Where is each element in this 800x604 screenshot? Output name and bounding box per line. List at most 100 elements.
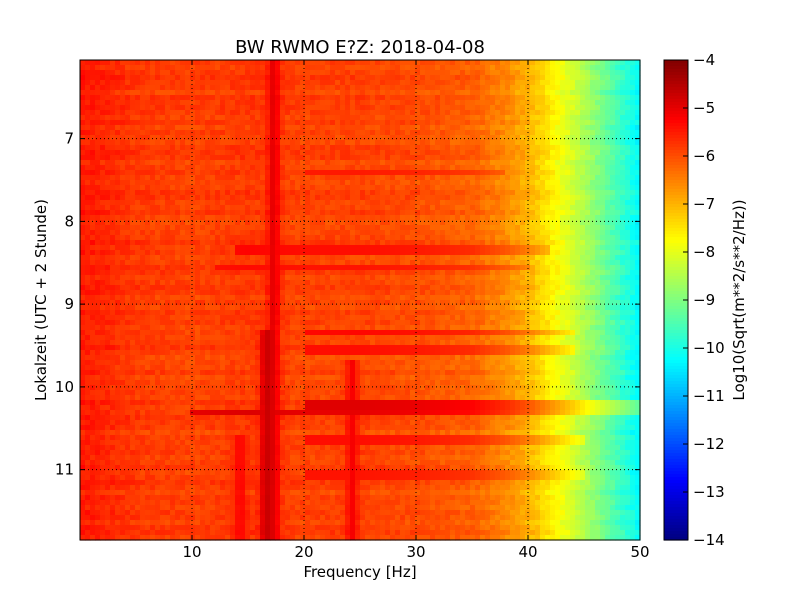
- heatmap-cell: [515, 65, 521, 71]
- heatmap-cell: [195, 75, 201, 81]
- heatmap-cell: [110, 270, 116, 276]
- heatmap-cell: [160, 240, 166, 246]
- heatmap-cell: [410, 155, 416, 161]
- heatmap-cell: [385, 205, 391, 211]
- heatmap-cell: [220, 105, 226, 111]
- heatmap-cell: [630, 200, 636, 206]
- heatmap-cell: [510, 175, 516, 181]
- heatmap-cell: [270, 110, 276, 116]
- heatmap-cell: [220, 130, 226, 136]
- heatmap-cell: [315, 270, 321, 276]
- heatmap-cell: [610, 165, 616, 171]
- heatmap-cell: [170, 85, 176, 91]
- heatmap-cell: [155, 275, 161, 281]
- heatmap-cell: [100, 155, 106, 161]
- heatmap-cell: [250, 135, 256, 141]
- heatmap-cell: [325, 65, 331, 71]
- heatmap-cell: [260, 75, 266, 81]
- heatmap-cell: [385, 180, 391, 186]
- heatmap-cell: [190, 265, 196, 271]
- heatmap-cell: [415, 225, 421, 231]
- heatmap-cell: [575, 260, 581, 266]
- heatmap-cell: [475, 215, 481, 221]
- heatmap-cell: [475, 70, 481, 76]
- heatmap-cell: [620, 70, 626, 76]
- heatmap-cell: [360, 185, 366, 191]
- heatmap-cell: [465, 230, 471, 236]
- heatmap-cell: [135, 185, 141, 191]
- heatmap-cell: [120, 185, 126, 191]
- heatmap-cell: [405, 105, 411, 111]
- heatmap-cell: [445, 260, 451, 266]
- heatmap-cell: [340, 270, 346, 276]
- heatmap-cell: [220, 80, 226, 86]
- heatmap-cell: [235, 155, 241, 161]
- heatmap-cell: [95, 265, 101, 271]
- heatmap-cell: [310, 125, 316, 131]
- heatmap-cell: [220, 140, 226, 146]
- heatmap-cell: [265, 150, 271, 156]
- heatmap-cell: [565, 155, 571, 161]
- heatmap-cell: [415, 215, 421, 221]
- heatmap-cell: [415, 70, 421, 76]
- heatmap-cell: [370, 135, 376, 141]
- heatmap-cell: [320, 115, 326, 121]
- heatmap-cell: [115, 115, 121, 121]
- heatmap-cell: [275, 170, 281, 176]
- heatmap-cell: [325, 175, 331, 181]
- heatmap-cell: [325, 70, 331, 76]
- heatmap-cell: [295, 90, 301, 96]
- heatmap-cell: [350, 65, 356, 71]
- heatmap-cell: [495, 205, 501, 211]
- heatmap-cell: [280, 210, 286, 216]
- heatmap-cell: [270, 235, 276, 241]
- heatmap-cell: [180, 210, 186, 216]
- heatmap-cell: [450, 260, 456, 266]
- heatmap-cell: [180, 105, 186, 111]
- heatmap-cell: [540, 150, 546, 156]
- heatmap-cell: [345, 165, 351, 171]
- heatmap-cell: [565, 125, 571, 131]
- heatmap-cell: [155, 250, 161, 256]
- heatmap-cell: [305, 255, 311, 261]
- heatmap-cell: [630, 195, 636, 201]
- heatmap-cell: [190, 215, 196, 221]
- heatmap-cell: [280, 265, 286, 271]
- heatmap-cell: [80, 255, 86, 261]
- heatmap-cell: [80, 240, 86, 246]
- heatmap-cell: [90, 270, 96, 276]
- heatmap-cell: [325, 235, 331, 241]
- heatmap-cell: [540, 215, 546, 221]
- heatmap-cell: [305, 220, 311, 226]
- heatmap-cell: [540, 260, 546, 266]
- heatmap-cell: [180, 80, 186, 86]
- heatmap-cell: [175, 200, 181, 206]
- heatmap-cell: [275, 230, 281, 236]
- heatmap-cell: [575, 80, 581, 86]
- heatmap-cell: [635, 130, 641, 136]
- heatmap-cell: [565, 60, 571, 66]
- heatmap-cell: [265, 175, 271, 181]
- heatmap-cell: [560, 220, 566, 226]
- heatmap-cell: [500, 145, 506, 151]
- heatmap-cell: [540, 205, 546, 211]
- heatmap-cell: [420, 130, 426, 136]
- heatmap-cell: [210, 230, 216, 236]
- heatmap-cell: [485, 255, 491, 261]
- heatmap-cell: [325, 275, 331, 281]
- heatmap-cell: [490, 150, 496, 156]
- heatmap-cell: [635, 210, 641, 216]
- heatmap-cell: [290, 100, 296, 106]
- heatmap-cell: [535, 230, 541, 236]
- heatmap-cell: [135, 255, 141, 261]
- heatmap-cell: [185, 90, 191, 96]
- heatmap-cell: [625, 125, 631, 131]
- heatmap-cell: [120, 220, 126, 226]
- heatmap-cell: [475, 240, 481, 246]
- heatmap-cell: [175, 100, 181, 106]
- heatmap-cell: [115, 200, 121, 206]
- heatmap-cell: [540, 230, 546, 236]
- heatmap-cell: [100, 255, 106, 261]
- heatmap-cell: [270, 190, 276, 196]
- heatmap-cell: [230, 140, 236, 146]
